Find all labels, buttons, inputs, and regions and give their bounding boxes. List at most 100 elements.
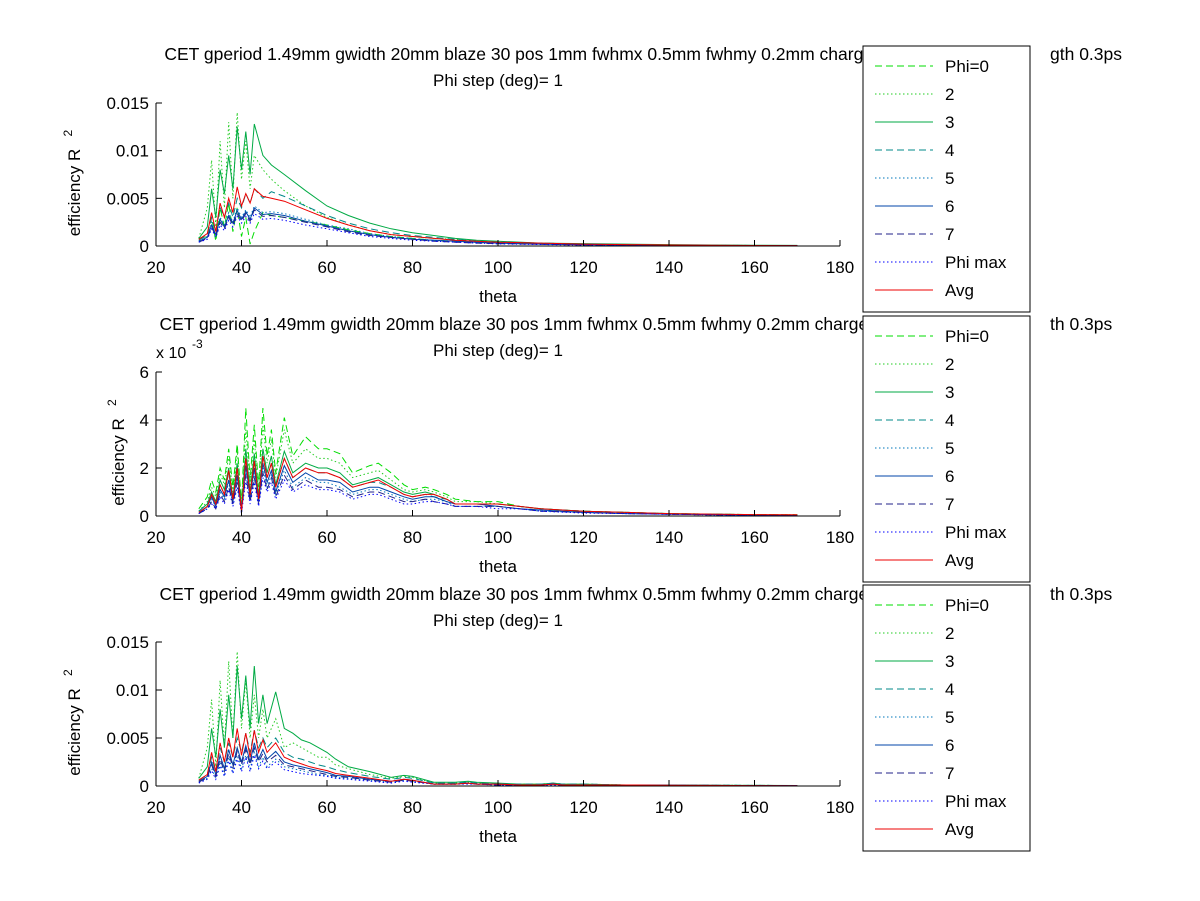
legend: Phi=0 2 3 4 5 6 7 Phi max Avg [862,315,1031,583]
y-tick-label: 0.005 [106,729,149,748]
legend-entry-label: 4 [945,411,954,430]
x-tick-label: 120 [569,798,597,817]
x-tick-label: 180 [826,258,854,277]
legend-entry-label: 2 [945,624,954,643]
x-tick-label: 40 [232,528,251,547]
y-axis-label: efficiency R 2 [105,399,128,506]
y-tick-label: 4 [140,411,149,430]
legend-entry-label: 3 [945,113,954,132]
x-tick-label: 180 [826,798,854,817]
x-tick-label: 20 [147,528,166,547]
x-tick-label: 180 [826,528,854,547]
series-line-5 [198,205,798,247]
x-tick-label: 60 [318,528,337,547]
x-tick-label: 100 [484,258,512,277]
y-tick-label: 0 [140,237,149,256]
y-exponent-base: x 10 [156,345,186,362]
chart-title: CET gperiod 1.49mm gwidth 20mm blaze 30 … [159,314,892,334]
y-tick-label: 0 [140,777,149,796]
series-line-avg [198,186,798,247]
x-axis-label: theta [479,287,517,306]
y-tick-label: 6 [140,363,149,382]
x-tick-label: 140 [655,798,683,817]
y-axis-label-sup: 2 [61,130,75,137]
legend-entry-label: 6 [945,197,954,216]
subplot-2: CET gperiod 1.49mm gwidth 20mm blaze 30 … [105,314,1113,583]
legend-box [862,315,1031,583]
legend: Phi=0 2 3 4 5 6 7 Phi max Avg [862,584,1031,852]
y-tick-label: 0 [140,507,149,526]
legend: Phi=0 2 3 4 5 6 7 Phi max Avg [862,45,1031,313]
x-tick-label: 80 [403,798,422,817]
series-group [198,407,798,516]
chart-subtitle: Phi step (deg)= 1 [433,341,563,360]
legend-entry-label: 5 [945,439,954,458]
x-tick-label: 20 [147,798,166,817]
legend-entry-label: 4 [945,141,954,160]
y-tick-label: 0.015 [106,94,149,113]
x-tick-label: 160 [740,798,768,817]
x-tick-label: 20 [147,258,166,277]
x-tick-label: 160 [740,258,768,277]
series-line-phi=0 [198,407,798,516]
y-axis-label-text: efficiency R [65,688,84,776]
legend-entry-label: 6 [945,736,954,755]
legend-entry-label: Avg [945,551,974,570]
legend-entry-label: Phi=0 [945,327,989,346]
legend-box [862,45,1031,313]
legend-entry-label: 7 [945,495,954,514]
y-exponent-power: -3 [192,337,203,351]
subplot-1: CET gperiod 1.49mm gwidth 20mm blaze 30 … [61,44,1122,313]
x-tick-label: 100 [484,798,512,817]
legend-entry-label: 6 [945,467,954,486]
legend-entry-label: Avg [945,820,974,839]
series-group [198,112,798,247]
series-line-phi-max [198,212,798,247]
legend-entry-label: 4 [945,680,954,699]
legend-box [862,584,1031,852]
y-axis-label: efficiency R 2 [61,669,84,776]
series-line-avg [198,455,798,516]
y-axis-label-text: efficiency R [109,418,128,506]
x-tick-label: 40 [232,798,251,817]
y-axis-label-sup: 2 [105,399,119,406]
x-axis-label: theta [479,827,517,846]
legend-entry-label: 3 [945,383,954,402]
legend-entry-label: 3 [945,652,954,671]
legend-entry-label: 2 [945,85,954,104]
y-axis-label-sup: 2 [61,669,75,676]
x-tick-label: 120 [569,528,597,547]
x-tick-label: 60 [318,258,337,277]
legend-entry-label: Phi=0 [945,596,989,615]
y-tick-label: 0.005 [106,189,149,208]
chart-title: CET gperiod 1.49mm gwidth 20mm blaze 30 … [164,44,887,64]
legend-entry-label: Phi max [945,253,1007,272]
chart-subtitle: Phi step (deg)= 1 [433,611,563,630]
series-line-avg [198,728,798,787]
subplots-container: CET gperiod 1.49mm gwidth 20mm blaze 30 … [61,44,1122,852]
legend-entry-label: Avg [945,281,974,300]
chart-subtitle: Phi step (deg)= 1 [433,71,563,90]
chart-title-tail: th 0.3ps [1050,584,1113,604]
legend-entry-label: Phi max [945,792,1007,811]
subplot-3: CET gperiod 1.49mm gwidth 20mm blaze 30 … [61,584,1113,852]
chart-title-tail: th 0.3ps [1050,314,1113,334]
chart-title-tail: gth 0.3ps [1050,44,1122,64]
legend-entry-label: 5 [945,169,954,188]
y-tick-label: 2 [140,459,149,478]
y-axis-label: efficiency R 2 [61,130,84,237]
x-tick-label: 80 [403,528,422,547]
x-tick-label: 60 [318,798,337,817]
y-tick-label: 0.01 [116,142,149,161]
x-tick-label: 160 [740,528,768,547]
legend-entry-label: 7 [945,225,954,244]
x-tick-label: 140 [655,258,683,277]
legend-entry-label: 2 [945,355,954,374]
x-tick-label: 80 [403,258,422,277]
y-exponent-label: x 10 -3 [156,337,203,362]
y-axis-label-text: efficiency R [65,149,84,237]
x-tick-label: 40 [232,258,251,277]
legend-entry-label: 7 [945,764,954,783]
series-line-7 [198,208,798,247]
x-axis-label: theta [479,557,517,576]
